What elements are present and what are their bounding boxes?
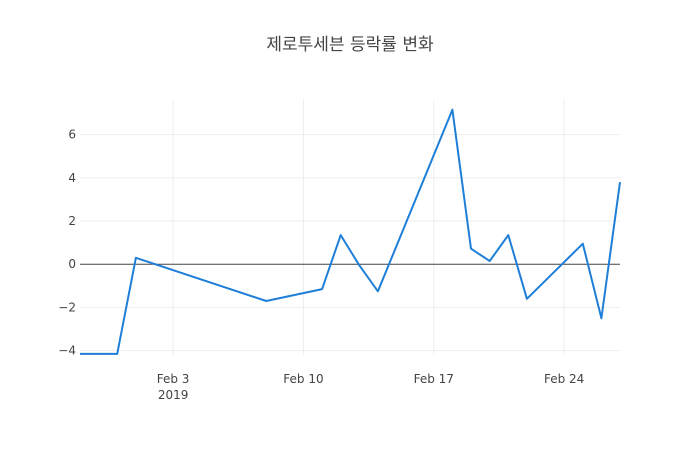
- data-point: [340, 234, 342, 236]
- x-tick-label: Feb 17: [414, 372, 454, 386]
- x-tick-label: Feb 3: [157, 372, 190, 386]
- y-tick-label: 6: [68, 128, 76, 142]
- data-point: [526, 298, 528, 300]
- data-point: [470, 248, 472, 250]
- series-line: [80, 108, 621, 355]
- data-point: [135, 257, 137, 259]
- grid: [80, 100, 620, 355]
- y-tick-label: 2: [68, 214, 76, 228]
- data-point: [582, 243, 584, 245]
- data-point: [377, 290, 379, 292]
- y-tick-label: −4: [58, 344, 76, 358]
- data-point: [507, 234, 509, 236]
- x-tick-label: Feb 10: [283, 372, 323, 386]
- y-tick-label: 4: [68, 171, 76, 185]
- data-point: [79, 353, 81, 355]
- data-point: [116, 353, 118, 355]
- y-tick-label: −2: [58, 300, 76, 314]
- data-point: [265, 300, 267, 302]
- chart-title: 제로투세븐 등락률 변화: [266, 35, 434, 55]
- series-layer: [79, 108, 621, 355]
- y-tick-label: 0: [68, 257, 76, 271]
- axes: −4 −2 0 2 4 6 Feb 3 2019 Feb 10 Feb 17 Feb 24: [58, 128, 620, 402]
- x-tick-year-label: 2019: [158, 388, 189, 402]
- data-point: [321, 288, 323, 290]
- data-point: [451, 109, 453, 111]
- data-point: [600, 317, 602, 319]
- x-tick-label: Feb 24: [544, 372, 584, 386]
- data-point: [358, 264, 360, 266]
- data-point: [489, 260, 491, 262]
- data-point: [619, 181, 621, 183]
